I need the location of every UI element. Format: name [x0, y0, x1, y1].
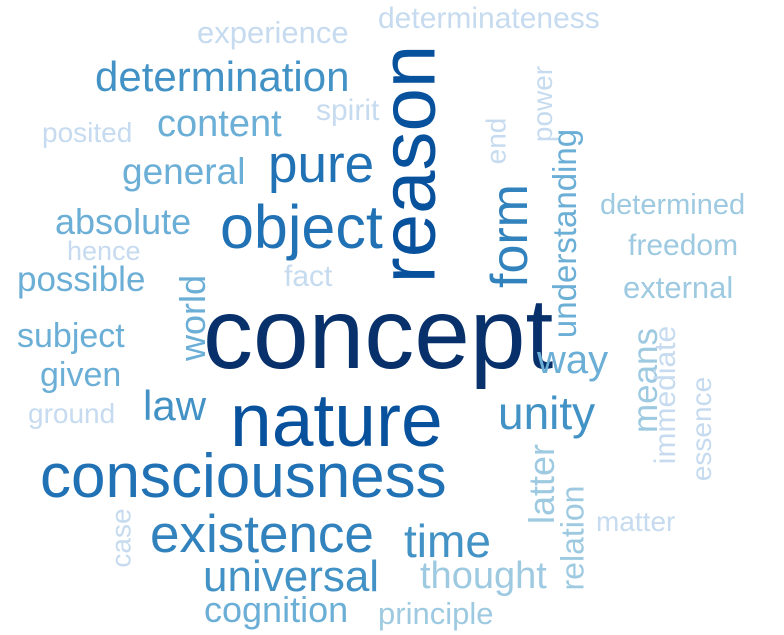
word-absolute: absolute — [55, 201, 192, 242]
word-determined: determined — [600, 189, 746, 221]
word-case: case — [105, 508, 137, 568]
word-form: form — [481, 184, 539, 288]
word-consciousness: consciousness — [40, 442, 447, 511]
word-principle: principle — [378, 596, 494, 631]
word-determinateness: determinateness — [378, 2, 600, 35]
word-pure: pure — [268, 135, 375, 194]
word-nature: nature — [230, 378, 443, 462]
word-object: object — [220, 193, 383, 261]
word-spirit: spirit — [316, 94, 380, 127]
word-law: law — [143, 382, 207, 429]
word-determination: determination — [95, 53, 350, 100]
word-universal: universal — [203, 552, 380, 601]
word-unity: unity — [498, 387, 596, 439]
word-cognition: cognition — [204, 589, 349, 630]
word-external: external — [623, 270, 734, 305]
word-subject: subject — [17, 317, 125, 355]
word-experience: experience — [197, 15, 349, 50]
word-freedom: freedom — [628, 229, 739, 262]
word-general: general — [122, 151, 246, 192]
word-essence: essence — [686, 376, 718, 482]
word-given: given — [40, 356, 122, 394]
word-hence: hence — [67, 236, 141, 266]
word-understanding: understanding — [546, 128, 584, 339]
word-time: time — [404, 515, 491, 567]
word-ground: ground — [28, 398, 116, 429]
word-existence: existence — [150, 505, 374, 564]
word-end: end — [480, 117, 512, 165]
word-possible: possible — [17, 260, 146, 299]
word-content: content — [157, 103, 282, 145]
word-relation: relation — [554, 485, 591, 591]
word-way: way — [537, 338, 609, 382]
word-power: power — [527, 65, 559, 143]
word-posited: posited — [42, 117, 133, 148]
word-fact: fact — [284, 260, 333, 293]
word-world: world — [172, 274, 214, 362]
word-thought: thought — [420, 555, 547, 597]
word-immediate: immediate — [649, 325, 683, 465]
word-matter: matter — [596, 506, 676, 537]
word-concept: concept — [203, 278, 554, 390]
